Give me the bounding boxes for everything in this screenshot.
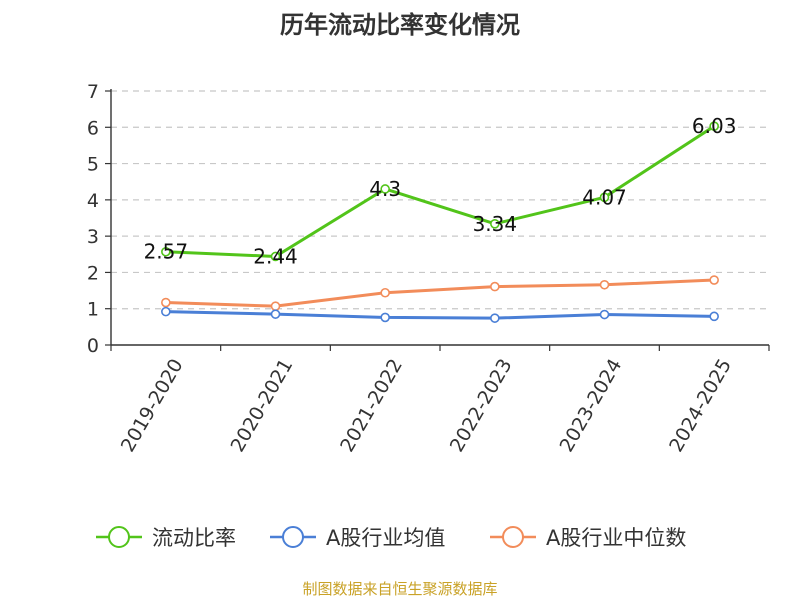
y-tick-label: 7	[87, 81, 99, 103]
x-tick-label: 2021-2022	[336, 355, 407, 456]
y-tick-label: 1	[87, 299, 99, 321]
legend-label: 流动比率	[152, 526, 236, 550]
data-point	[490, 219, 500, 229]
y-tick-label: 4	[87, 190, 99, 212]
data-point	[161, 297, 171, 308]
legend-label: A股行业中位数	[546, 526, 686, 550]
x-tick-label: 2024-2025	[665, 355, 736, 456]
data-point	[380, 312, 390, 323]
chart-title: 历年流动比率变化情况	[280, 11, 520, 39]
series-line	[164, 310, 716, 320]
x-tick-label: 2023-2024	[556, 355, 627, 456]
data-point	[599, 192, 610, 203]
legend-item[interactable]: A股行业中位数	[490, 526, 686, 550]
data-label: 3.34	[473, 212, 518, 236]
data-point	[709, 275, 719, 285]
data-label: 4.3	[369, 177, 401, 201]
y-tick-label: 6	[87, 117, 99, 139]
data-label: 2.44	[253, 244, 298, 268]
y-tick-label: 5	[87, 154, 99, 176]
axes: 0 1 2 3 4 5 6 7 2019-2020 2020-2021 2021-2022 2022-…	[87, 81, 770, 456]
series-line	[164, 278, 716, 308]
legend-item[interactable]: 流动比率	[96, 526, 236, 550]
data-point	[161, 246, 171, 257]
data-point	[270, 309, 281, 319]
legend-marker-icon	[502, 526, 524, 548]
series-lines	[161, 121, 719, 323]
legend-marker-icon	[108, 526, 130, 548]
data-label: 2.57	[144, 240, 189, 264]
data-labels: 2.57 2.44 4.3 3.34 4.07 6.03	[144, 114, 737, 268]
data-point	[490, 313, 500, 323]
data-point	[599, 309, 610, 320]
data-point	[490, 281, 500, 292]
legend: 流动比率 A股行业均值 A股行业中位数	[96, 526, 686, 550]
y-tick-label: 3	[87, 226, 99, 248]
legend-item[interactable]: A股行业均值	[270, 526, 445, 550]
data-label: 6.03	[692, 114, 737, 138]
data-point	[380, 287, 390, 298]
source-note: 制图数据来自恒生聚源数据库	[302, 580, 497, 598]
data-point	[270, 251, 281, 262]
x-tick-label: 2022-2023	[446, 355, 517, 456]
data-point	[161, 306, 171, 317]
data-point	[709, 311, 719, 322]
x-tick-label: 2019-2020	[117, 355, 188, 456]
series-line	[164, 124, 716, 258]
data-point	[380, 184, 390, 194]
data-label: 4.07	[582, 185, 627, 209]
y-tick-label: 0	[87, 335, 99, 357]
data-point	[599, 279, 610, 290]
data-point	[709, 121, 719, 131]
grid-lines	[111, 90, 769, 310]
legend-label: A股行业均值	[326, 526, 445, 550]
legend-marker-icon	[282, 526, 304, 548]
data-point	[270, 301, 281, 311]
x-tick-label: 2020-2021	[227, 355, 298, 456]
y-tick-label: 2	[87, 262, 99, 284]
